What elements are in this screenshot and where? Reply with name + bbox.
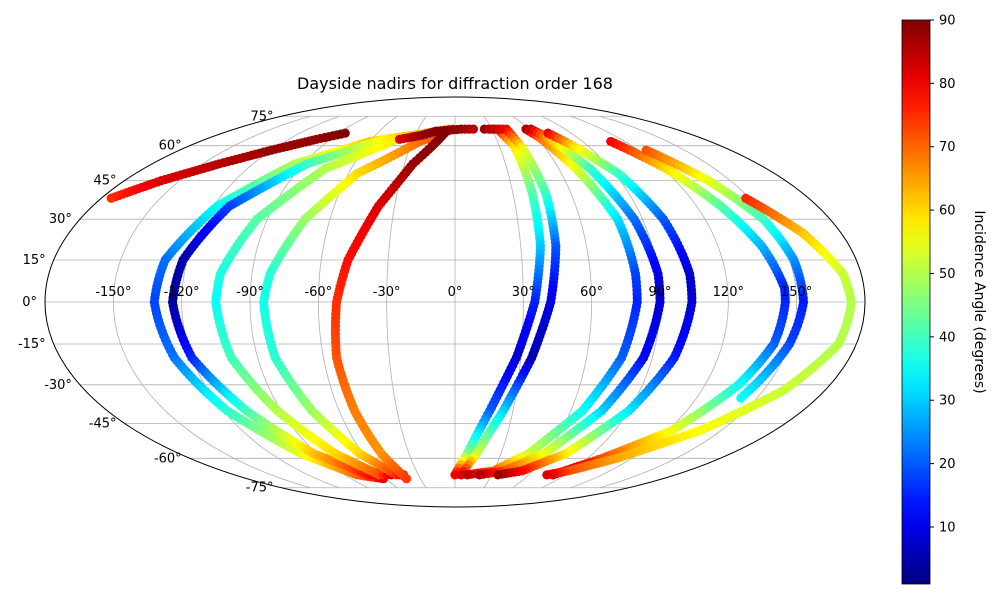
lon-tick-label: 60° bbox=[580, 285, 603, 300]
colorbar-tick-label: 90 bbox=[939, 14, 956, 29]
data-point bbox=[474, 470, 485, 480]
lat-tick-label: 45° bbox=[94, 174, 117, 189]
lat-tick-labels: 75° 60° 45° 30° 15° 0° -15° -30° -45° -60° -75° bbox=[18, 109, 274, 495]
data-point bbox=[401, 474, 412, 484]
data-points bbox=[106, 124, 856, 484]
lat-tick-label: -75° bbox=[246, 481, 274, 496]
lon-tick-label: 90° bbox=[648, 285, 671, 300]
colorbar-tick-label: 20 bbox=[939, 457, 956, 472]
colorbar-label: Incidence Angle (degrees) bbox=[971, 210, 987, 393]
lat-tick-label: 30° bbox=[49, 212, 72, 227]
lat-tick-label: -60° bbox=[154, 451, 182, 466]
data-point bbox=[462, 470, 472, 480]
lon-tick-label: -30° bbox=[373, 285, 401, 300]
lat-tick-label: 75° bbox=[250, 109, 273, 124]
lon-tick-label: 120° bbox=[713, 285, 744, 300]
colorbar bbox=[901, 19, 931, 585]
lat-tick-label: 15° bbox=[23, 253, 46, 268]
colorbar-tick-label: 30 bbox=[939, 394, 956, 409]
data-point bbox=[736, 393, 746, 403]
gridline-lon bbox=[483, 116, 524, 488]
lon-tick-label: 30° bbox=[512, 285, 535, 300]
lon-tick-label: -90° bbox=[236, 285, 264, 300]
colorbar-tick-label: 60 bbox=[939, 204, 956, 219]
data-point bbox=[340, 128, 350, 138]
colorbar-tick-label: 40 bbox=[939, 330, 956, 345]
colorbar-tick-label: 10 bbox=[939, 520, 956, 535]
lon-tick-label: -150° bbox=[95, 285, 131, 300]
lat-tick-label: 0° bbox=[22, 295, 37, 310]
colorbar-tick-label: 70 bbox=[939, 140, 956, 155]
map-boundary bbox=[44, 96, 866, 508]
lon-tick-label: -120° bbox=[164, 285, 200, 300]
colorbar-ticks: 10 20 30 40 50 60 70 80 90 bbox=[930, 14, 956, 535]
gridline-lon bbox=[599, 115, 798, 489]
gridline-lon bbox=[386, 116, 427, 488]
colorbar-tick-label: 50 bbox=[939, 267, 956, 282]
lat-tick-label: 60° bbox=[159, 139, 182, 154]
chart-title: Dayside nadirs for diffraction order 168 bbox=[297, 74, 613, 93]
gridline-lon bbox=[181, 115, 340, 489]
lon-tick-label: 150° bbox=[781, 285, 812, 300]
lat-tick-label: -15° bbox=[18, 337, 46, 352]
data-point bbox=[468, 124, 478, 134]
gridline-lon bbox=[317, 115, 398, 489]
lat-tick-label: -30° bbox=[44, 378, 72, 393]
lon-tick-labels: -150° -120° -90° -60° -30° 0° 30° 60° 90° 120° 150… bbox=[95, 285, 812, 300]
colorbar-tick-label: 80 bbox=[939, 77, 956, 92]
lon-tick-label: -60° bbox=[304, 285, 332, 300]
data-point bbox=[493, 470, 503, 480]
data-point bbox=[542, 470, 552, 480]
lat-tick-label: -45° bbox=[89, 416, 117, 431]
lon-tick-label: 0° bbox=[448, 285, 463, 300]
